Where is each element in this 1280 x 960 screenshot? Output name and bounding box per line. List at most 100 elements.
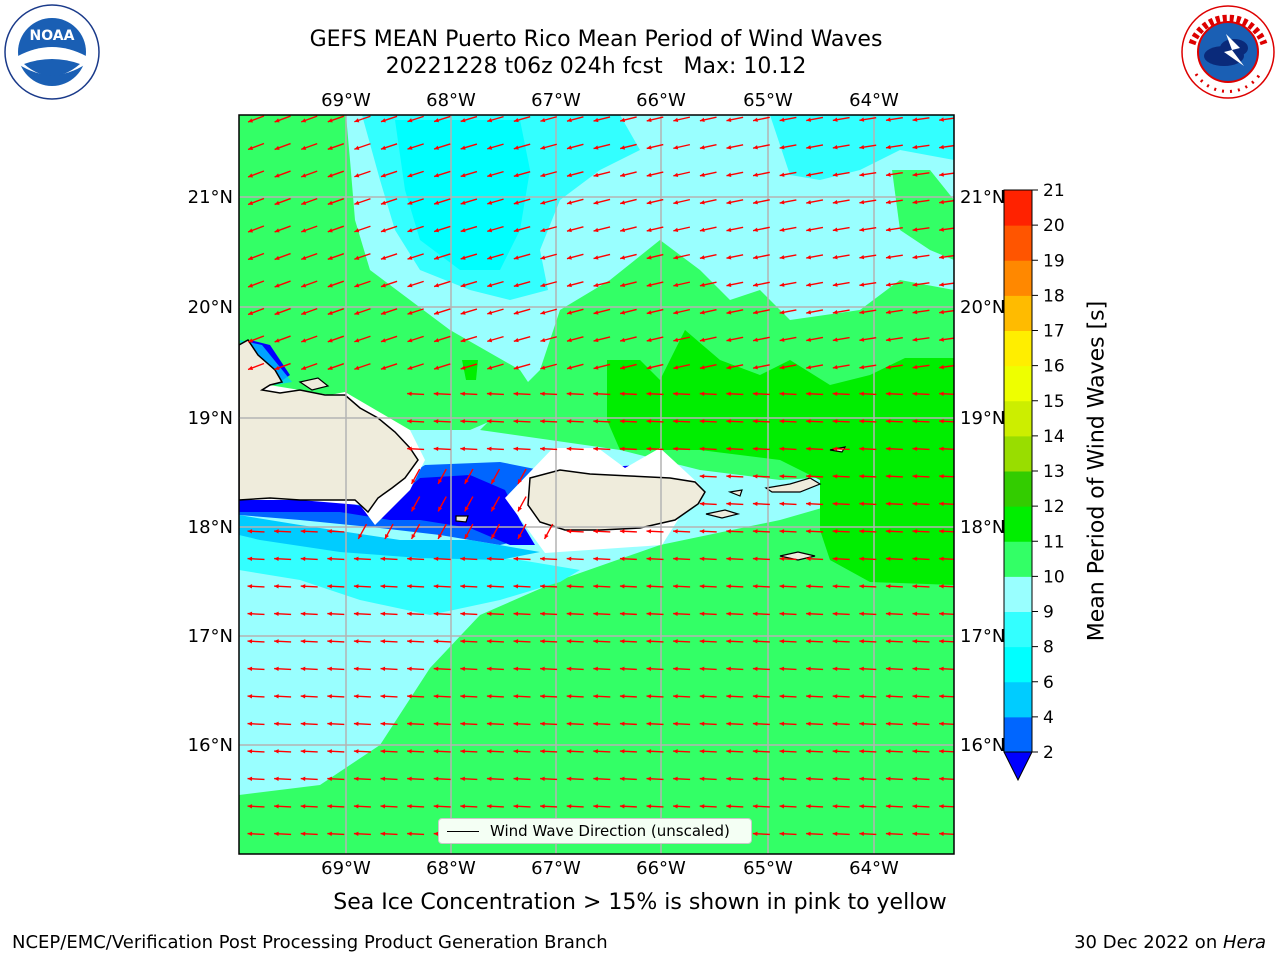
wind-wave-arrowhead [885, 364, 891, 370]
wind-wave-arrowhead [353, 776, 359, 781]
wind-wave-arrowhead [912, 529, 918, 534]
map-area [239, 115, 954, 854]
wind-wave-arrowhead [566, 255, 572, 260]
wind-wave-arrowhead [673, 200, 679, 205]
wind-wave-arrowhead [859, 227, 865, 232]
wind-wave-arrowhead [859, 419, 864, 424]
wind-wave-arrowhead [832, 694, 838, 699]
wind-wave-arrowhead [779, 310, 785, 315]
wind-wave-arrowhead [779, 529, 785, 534]
wind-wave-arrowhead [939, 391, 944, 396]
wind-wave-arrowhead [806, 391, 811, 396]
colorbar-tick-label: 17 [1043, 322, 1065, 342]
wind-wave-arrowhead [566, 556, 572, 561]
wind-wave-arrowhead [566, 200, 572, 205]
wind-wave-arrowhead [885, 501, 891, 506]
wind-wave-arrowhead [912, 611, 918, 616]
wind-wave-arrowhead [699, 145, 705, 150]
wind-wave-arrowhead [353, 639, 359, 644]
wind-wave-arrowhead [593, 172, 599, 178]
wind-wave-arrowhead [779, 200, 785, 205]
wind-wave-arrowhead [487, 283, 493, 288]
wind-wave-arrowhead [619, 804, 625, 809]
wind-wave-arrowhead [726, 749, 731, 754]
wind-wave-arrowhead [407, 776, 412, 781]
wind-wave-arrowhead [859, 172, 865, 177]
wind-wave-arrowhead [327, 283, 333, 288]
wind-wave-arrowhead [593, 721, 598, 726]
wind-wave-arrowhead [806, 419, 811, 424]
wind-wave-arrowhead [327, 310, 333, 315]
wind-wave-arrowhead [752, 474, 758, 479]
wind-wave-arrowhead [646, 255, 652, 260]
wind-wave-arrowhead [407, 391, 412, 396]
wind-wave-arrowhead [540, 776, 545, 781]
wind-wave-arrowhead [939, 584, 944, 589]
wind-wave-arrowhead [912, 144, 918, 150]
wind-wave-arrowhead [300, 804, 306, 809]
wind-wave-arrowhead [832, 556, 838, 561]
wind-wave-arrowhead [885, 337, 891, 342]
wind-wave-arrowhead [699, 310, 705, 315]
wind-wave-arrowhead [301, 283, 307, 288]
wind-wave-arrowhead [779, 145, 785, 150]
wind-wave-arrowhead [752, 639, 758, 644]
wind-wave-arrowhead [460, 804, 465, 809]
colorbar-band [1004, 611, 1032, 648]
wind-wave-arrowhead [248, 118, 254, 123]
wind-wave-arrowhead [487, 310, 493, 315]
wind-wave-arrowhead [885, 556, 891, 561]
wind-wave-arrowhead [407, 831, 412, 836]
wind-wave-arrowhead [619, 666, 625, 671]
wind-wave-arrowhead [885, 282, 891, 287]
wind-wave-arrowhead [540, 117, 546, 123]
wind-wave-arrowhead [248, 228, 254, 233]
wind-wave-arrowhead [353, 666, 359, 671]
wind-wave-arrowhead [327, 338, 333, 343]
wind-wave-arrowhead [460, 283, 466, 288]
wind-wave-arrowhead [438, 478, 443, 484]
wind-wave-arrowhead [274, 721, 279, 726]
wind-wave-arrowhead [487, 338, 493, 343]
wind-wave-arrowhead [832, 117, 838, 122]
lon-label-bottom: 65°W [743, 858, 793, 879]
noaa-logo: NOAA [4, 4, 100, 100]
wind-wave-arrowhead [699, 529, 705, 534]
wind-wave-arrowhead [912, 474, 918, 479]
wind-wave-arrowhead [486, 639, 492, 644]
colorbar-tick-label: 21 [1043, 181, 1065, 201]
wind-wave-arrowhead [673, 639, 678, 644]
wind-wave-arrowhead [779, 501, 785, 506]
wind-wave-arrowhead [699, 639, 705, 644]
wind-wave-arrowhead [380, 365, 386, 370]
wind-wave-arrowhead [487, 365, 493, 370]
colorbar-tick-label: 19 [1043, 251, 1065, 271]
wind-wave-arrowhead [646, 804, 652, 809]
wind-wave-arrowhead [566, 584, 572, 589]
wind-wave-arrowhead [726, 310, 732, 315]
wind-wave-arrowhead [513, 749, 519, 754]
wind-wave-arrowhead [540, 310, 546, 315]
wind-wave-arrowhead [752, 529, 758, 534]
wind-wave-arrowhead [513, 117, 519, 123]
wind-wave-arrowhead [673, 145, 679, 150]
wind-wave-arrowhead [753, 337, 758, 342]
chart-subtitle: 20221228 t06z 024h fcst Max: 10.12 [385, 54, 807, 79]
wind-wave-arrowhead [513, 446, 519, 451]
wind-wave-arrowhead [646, 749, 652, 754]
wind-wave-arrowhead [620, 145, 626, 150]
wind-wave-arrowhead [433, 611, 439, 616]
wind-wave-arrowhead [646, 337, 652, 343]
wind-wave-arrowhead [248, 200, 254, 205]
wind-wave-arrowhead [806, 666, 811, 671]
wind-wave-arrowhead [912, 199, 918, 205]
wind-wave-arrowhead [726, 721, 731, 726]
lat-label-left: 20°N [188, 297, 233, 318]
wind-wave-arrowhead [646, 776, 652, 781]
wind-wave-arrowhead [912, 172, 918, 177]
wind-wave-arrowhead [699, 666, 705, 671]
footer-date-text: 30 Dec 2022 on [1074, 932, 1223, 953]
wind-wave-arrowhead [939, 639, 944, 644]
wind-wave-arrowhead [566, 282, 572, 288]
lon-label-top: 65°W [743, 90, 793, 111]
